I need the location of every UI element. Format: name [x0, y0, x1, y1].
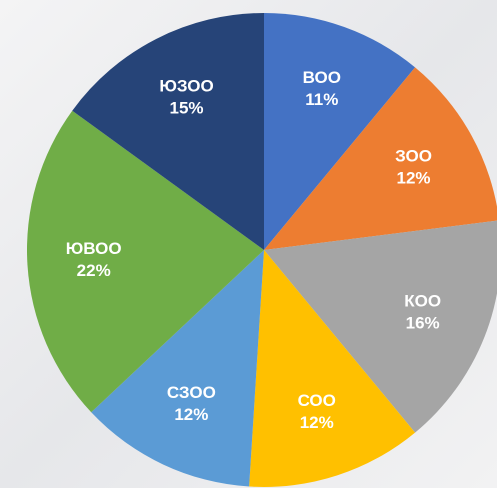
slice-value: 16%	[406, 313, 440, 332]
slice-label: СОО	[298, 391, 336, 410]
pie-slice	[249, 250, 416, 487]
slice-label: ВОО	[303, 68, 341, 87]
slice-label: КОО	[404, 291, 441, 310]
slice-label: ЮЗОО	[159, 76, 213, 95]
slice-value: 12%	[174, 405, 208, 424]
pie-slice	[26, 110, 264, 413]
pie-slice	[264, 13, 416, 250]
slice-label: ЗОО	[395, 146, 432, 165]
pie-slice	[264, 220, 497, 433]
slice-label: ЮВОО	[66, 239, 122, 258]
slice-label: СЗОО	[167, 383, 216, 402]
pie: ВОО 11% ЗОО 12% КОО 16% СОО 12% СЗОО 12% ЮВОО 22% ЮЗ…	[26, 13, 497, 487]
slice-value: 12%	[300, 413, 334, 432]
slice-value: 22%	[77, 261, 111, 280]
slice-value: 11%	[305, 90, 338, 109]
slice-value: 15%	[170, 98, 204, 117]
pie-slice	[264, 67, 497, 250]
pie-slice	[72, 13, 264, 250]
pie-slice	[91, 250, 264, 487]
slice-value: 12%	[397, 168, 431, 187]
